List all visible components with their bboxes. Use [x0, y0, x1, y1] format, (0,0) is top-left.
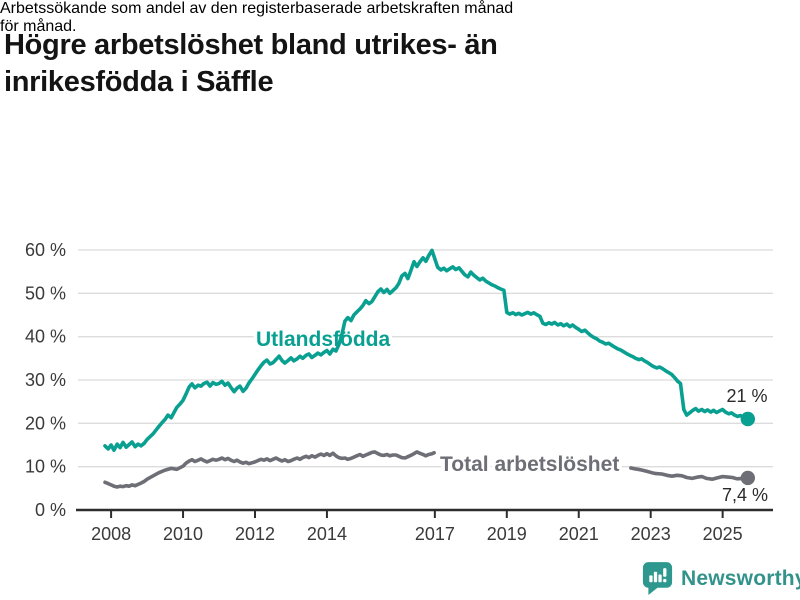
speech-bubble-shape [642, 561, 673, 595]
bar-1 [649, 574, 653, 582]
newsworthy-logo[interactable]: Newsworthy [642, 560, 800, 598]
x-tick-label: 2014 [307, 524, 347, 544]
page-subtitle-line-1: Arbetssökande som andel av den registerb… [0, 0, 514, 17]
y-tick-label: 10 % [25, 457, 66, 477]
y-tick-label: 40 % [25, 327, 66, 347]
series-line-total-arbetsloshet [629, 466, 750, 481]
y-tick-label: 20 % [25, 413, 66, 433]
series-end-dot-utlandsfodda [740, 411, 756, 427]
end-value-label: 21 % [726, 386, 767, 406]
x-tick-label: 2019 [487, 524, 527, 544]
page-title: Högre arbetslöshet bland utrikes- än inr… [4, 27, 724, 101]
x-tick-label: 2025 [703, 524, 743, 544]
series-line-utlandsfodda [103, 248, 750, 452]
series-line-total-arbetsloshet [103, 450, 436, 489]
x-tick-label: 2021 [559, 524, 599, 544]
newsworthy-icon [642, 561, 673, 595]
x-tick-label: 2010 [163, 524, 203, 544]
x-tick-label: 2012 [235, 524, 275, 544]
page-title-line-2: inrikesfödda i Säffle [4, 66, 274, 99]
y-tick-label: 30 % [25, 370, 66, 390]
exclamation-dot [663, 578, 667, 582]
newsworthy-wordmark: Newsworthy [681, 567, 800, 590]
bar-2 [653, 571, 658, 582]
page-subtitle-line-2: för månad. [0, 18, 77, 35]
bar-3 [658, 573, 662, 582]
series-end-dot-total-arbetsloshet [740, 470, 756, 486]
x-tick-label: 2017 [415, 524, 455, 544]
y-tick-label: 0 % [35, 500, 66, 520]
y-tick-label: 50 % [25, 283, 66, 303]
series-label: Total arbetslöshet [440, 453, 619, 476]
exclamation-bar [663, 567, 667, 577]
end-value-label: 7,4 % [722, 485, 768, 505]
x-tick-label: 2008 [91, 524, 131, 544]
page-title-line-1: Högre arbetslöshet bland utrikes- än [4, 29, 498, 62]
x-tick-label: 2023 [631, 524, 671, 544]
series-label: Utlandsfödda [256, 328, 390, 351]
y-tick-label: 60 % [25, 240, 66, 260]
